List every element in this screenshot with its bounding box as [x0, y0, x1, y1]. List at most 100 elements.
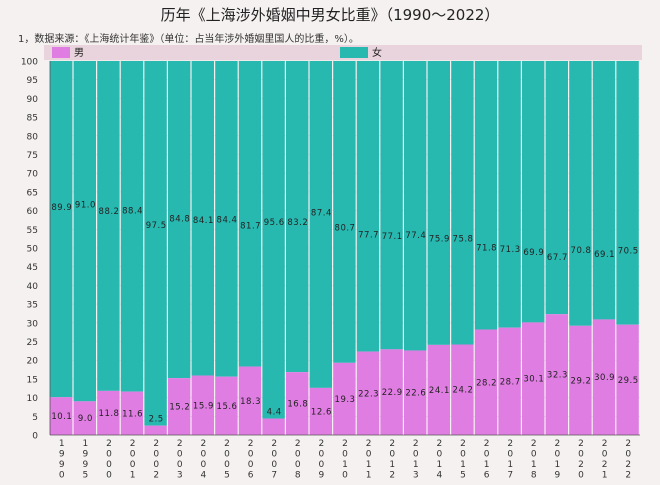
x-tick-label-digit: 2 [248, 439, 254, 449]
female-value-label: 81.7 [240, 221, 261, 231]
x-tick-label-digit: 0 [271, 450, 277, 460]
female-value-label: 89.9 [51, 203, 72, 213]
male-value-label: 22.9 [382, 388, 403, 398]
x-tick-label-digit: 2 [437, 439, 443, 449]
male-value-label: 22.6 [405, 389, 426, 399]
y-tick-label: 70 [27, 170, 39, 180]
bar-female [144, 61, 167, 426]
x-tick-label-digit: 1 [460, 460, 466, 470]
female-value-label: 77.1 [382, 232, 403, 242]
bar-female [474, 61, 498, 330]
y-tick-label: 80 [27, 132, 39, 142]
x-tick-label-digit: 9 [83, 450, 89, 460]
x-tick-label-digit: 3 [413, 471, 419, 481]
x-tick-label-digit: 2 [389, 439, 395, 449]
female-value-label: 70.8 [571, 246, 592, 256]
bar-male [498, 327, 521, 435]
x-tick-label-digit: 0 [342, 450, 348, 460]
x-tick-label-digit: 2 [625, 439, 631, 449]
x-tick-label-digit: 9 [59, 460, 65, 470]
x-tick-label-digit: 0 [224, 460, 230, 470]
x-tick-label-digit: 0 [177, 460, 183, 470]
y-tick-label: 20 [27, 357, 39, 367]
y-tick-label: 35 [27, 301, 38, 311]
y-tick-label: 45 [27, 263, 38, 273]
bar-male [73, 401, 96, 435]
male-value-label: 28.2 [476, 378, 497, 388]
female-value-label: 69.1 [594, 250, 615, 260]
x-tick-label-digit: 1 [389, 460, 395, 470]
bar-male [616, 324, 639, 435]
x-tick-label-digit: 1 [555, 460, 561, 470]
bar-female [380, 61, 403, 350]
female-value-label: 77.4 [405, 231, 426, 241]
x-tick-label-digit: 2 [366, 439, 372, 449]
female-value-label: 84.4 [217, 215, 238, 225]
x-tick-label-digit: 2 [389, 471, 395, 481]
female-value-label: 88.4 [122, 206, 143, 216]
x-tick-label-digit: 0 [437, 450, 443, 460]
x-tick-label-digit: 7 [271, 471, 277, 481]
male-value-label: 11.6 [122, 409, 143, 419]
female-value-label: 84.1 [193, 216, 214, 226]
x-tick-label-digit: 9 [319, 471, 325, 481]
bar-male [50, 397, 73, 435]
x-tick-label-digit: 0 [106, 471, 112, 481]
legend-male-label: 男 [74, 47, 84, 59]
x-tick-label-digit: 0 [201, 450, 207, 460]
x-tick-label-digit: 1 [484, 460, 490, 470]
y-tick-label: 10 [27, 394, 39, 404]
x-tick-label-digit: 0 [484, 450, 490, 460]
x-tick-label-digit: 2 [578, 439, 584, 449]
y-tick-label: 5 [32, 413, 38, 423]
x-tick-label-digit: 2 [153, 439, 159, 449]
male-value-label: 16.8 [287, 400, 308, 410]
x-tick-label-digit: 9 [555, 471, 561, 481]
x-tick-label-digit: 0 [130, 450, 136, 460]
x-tick-label-digit: 0 [389, 450, 395, 460]
female-value-label: 71.8 [476, 244, 497, 254]
x-tick-label-digit: 0 [224, 450, 230, 460]
bar-male [215, 376, 238, 435]
bar-female [427, 61, 450, 345]
x-tick-label-digit: 5 [460, 471, 466, 481]
x-tick-label-digit: 0 [602, 450, 608, 460]
x-tick-label-digit: 8 [295, 471, 301, 481]
x-tick-label-digit: 2 [271, 439, 277, 449]
x-tick-label-digit: 2 [130, 439, 136, 449]
y-tick-label: 40 [27, 282, 39, 292]
x-tick-label-digit: 3 [177, 471, 183, 481]
male-value-label: 11.8 [99, 409, 120, 419]
bar-female [333, 61, 356, 363]
female-value-label: 67.7 [547, 253, 568, 263]
x-tick-label-digit: 2 [507, 439, 513, 449]
x-tick-label-digit: 1 [602, 471, 608, 481]
x-tick-label-digit: 0 [555, 450, 561, 460]
bar-male [356, 351, 380, 435]
bar-female [404, 61, 427, 351]
male-value-label: 22.3 [358, 389, 379, 399]
bar-male [168, 378, 191, 435]
male-value-label: 24.1 [429, 386, 450, 396]
x-tick-label-digit: 2 [342, 439, 348, 449]
x-tick-label-digit: 2 [625, 460, 631, 470]
male-value-label: 19.3 [335, 395, 356, 405]
x-tick-label-digit: 2 [319, 439, 325, 449]
x-tick-label-digit: 0 [295, 460, 301, 470]
axes: 0510152025303540455055606570758085909510… [21, 58, 640, 481]
bar-female [191, 61, 214, 376]
bar-female [569, 61, 592, 326]
male-value-label: 15.2 [169, 403, 190, 413]
bar-female [73, 61, 96, 402]
male-value-label: 10.1 [51, 412, 72, 422]
bar-male [522, 322, 545, 435]
x-tick-label-digit: 1 [59, 439, 65, 449]
bar-male [569, 325, 592, 435]
bar-male [545, 314, 568, 435]
x-tick-label-digit: 1 [366, 471, 372, 481]
x-tick-label-digit: 0 [366, 450, 372, 460]
x-tick-label-digit: 4 [201, 471, 207, 481]
x-tick-label-digit: 6 [248, 471, 254, 481]
bar-male [97, 390, 120, 435]
bar-male [592, 319, 616, 435]
